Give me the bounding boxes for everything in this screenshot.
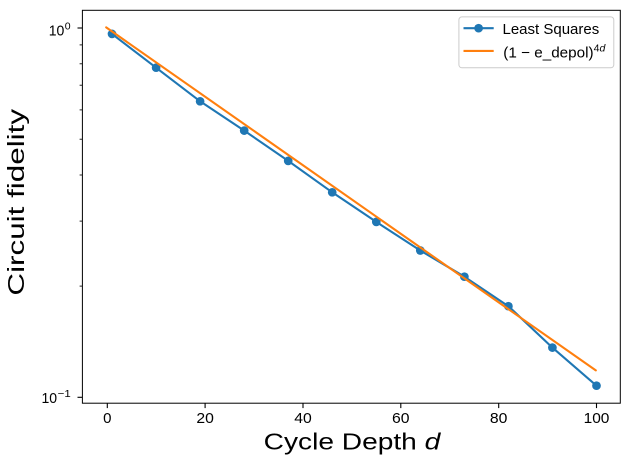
svg-text:(1 − e_depol)4d: (1 − e_depol)4d [503, 43, 606, 62]
svg-text:Cycle Depth d: Cycle Depth d [264, 429, 442, 455]
svg-text:40: 40 [294, 410, 312, 427]
svg-text:Least Squares: Least Squares [503, 21, 600, 38]
svg-text:10: 10 [42, 390, 58, 407]
svg-text:20: 20 [196, 410, 214, 427]
svg-text:100: 100 [584, 410, 610, 427]
svg-text:Circuit fidelity: Circuit fidelity [3, 108, 29, 295]
svg-text:−1: −1 [58, 388, 71, 400]
svg-text:60: 60 [392, 410, 410, 427]
svg-text:0: 0 [65, 20, 71, 32]
svg-text:80: 80 [490, 410, 508, 427]
svg-text:10: 10 [49, 23, 65, 40]
svg-text:0: 0 [103, 410, 111, 427]
